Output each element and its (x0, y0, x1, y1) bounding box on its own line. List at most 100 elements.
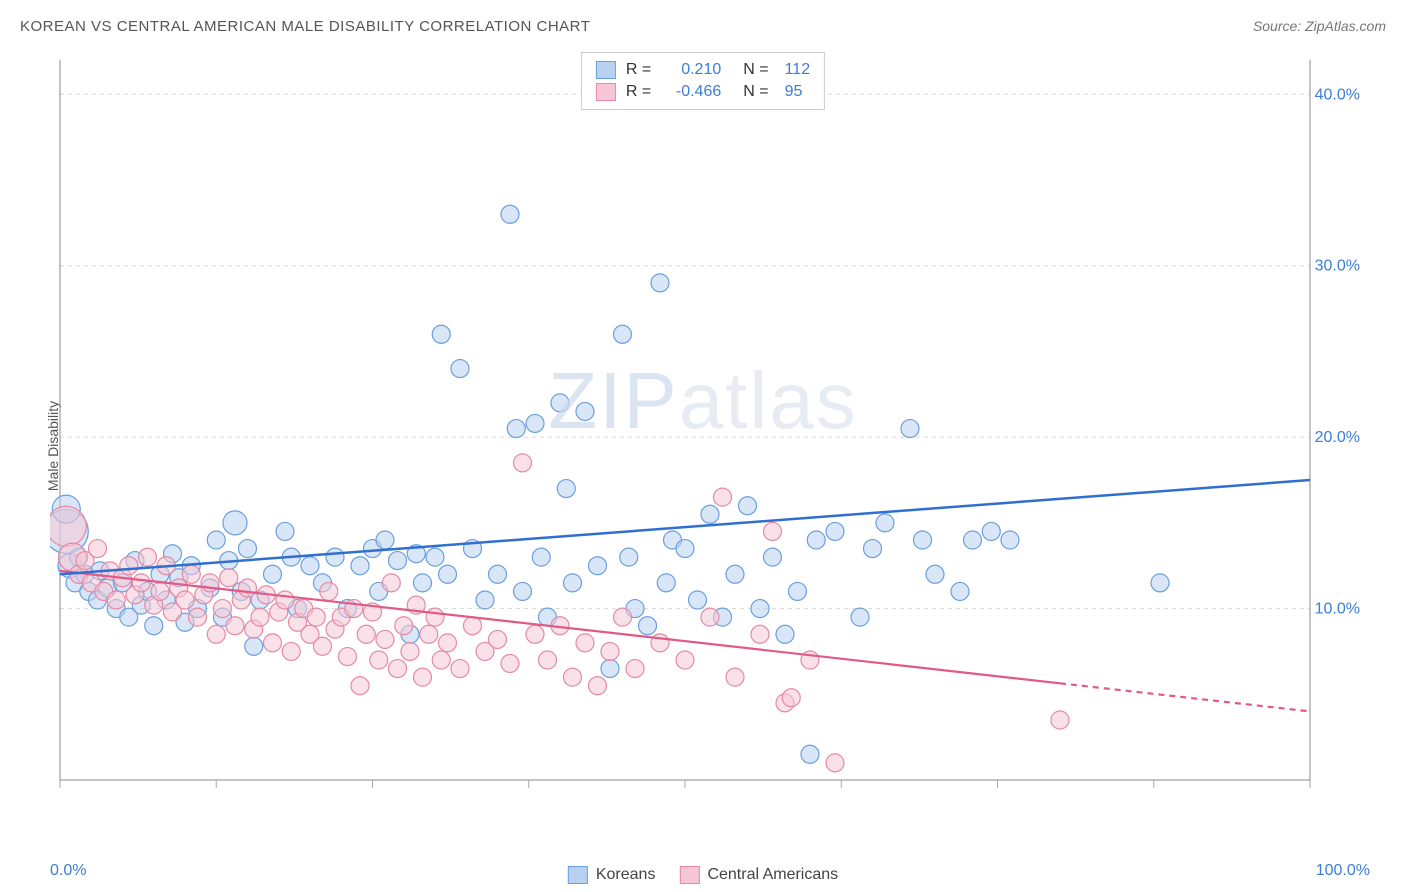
data-point (426, 548, 444, 566)
data-point (776, 625, 794, 643)
data-point (589, 557, 607, 575)
legend-item: Koreans (568, 866, 656, 884)
data-point (614, 608, 632, 626)
data-point (789, 582, 807, 600)
data-point (951, 582, 969, 600)
data-point (476, 591, 494, 609)
data-point (220, 569, 238, 587)
data-point (576, 634, 594, 652)
data-point (764, 548, 782, 566)
data-point (414, 574, 432, 592)
bottom-legend: Koreans Central Americans (568, 866, 838, 884)
data-point (507, 420, 525, 438)
data-point (276, 522, 294, 540)
data-point (226, 617, 244, 635)
data-point (376, 630, 394, 648)
data-point (764, 522, 782, 540)
stats-row: R =-0.466N =95 (596, 81, 810, 103)
data-point (751, 600, 769, 618)
data-point (264, 565, 282, 583)
data-point (514, 454, 532, 472)
data-point (426, 608, 444, 626)
data-point (901, 420, 919, 438)
data-point (182, 565, 200, 583)
data-point (864, 540, 882, 558)
data-point (626, 660, 644, 678)
data-point (282, 642, 300, 660)
data-point (207, 625, 225, 643)
data-point (389, 552, 407, 570)
data-point (264, 634, 282, 652)
y-tick-label: 30.0% (1315, 258, 1360, 275)
data-point (676, 651, 694, 669)
data-point (357, 625, 375, 643)
trend-line (60, 480, 1310, 574)
data-point (826, 522, 844, 540)
data-point (464, 617, 482, 635)
data-point (564, 574, 582, 592)
data-point (207, 531, 225, 549)
data-point (439, 634, 457, 652)
data-point (376, 531, 394, 549)
data-point (370, 651, 388, 669)
data-point (876, 514, 894, 532)
data-point (120, 557, 138, 575)
data-point (239, 540, 257, 558)
stats-legend: R =0.210N =112R =-0.466N =95 (581, 52, 825, 110)
legend-item: Central Americans (679, 866, 838, 884)
data-point (657, 574, 675, 592)
data-point (1001, 531, 1019, 549)
data-point (151, 582, 169, 600)
data-point (551, 394, 569, 412)
data-point (307, 608, 325, 626)
chart-title: KOREAN VS CENTRAL AMERICAN MALE DISABILI… (20, 18, 590, 35)
n-value: 95 (785, 83, 803, 101)
x-axis-max-label: 100.0% (1316, 862, 1370, 880)
data-point (807, 531, 825, 549)
data-point (314, 637, 332, 655)
data-point (132, 574, 150, 592)
data-point (451, 360, 469, 378)
data-point (601, 660, 619, 678)
n-label: N = (743, 83, 768, 101)
data-point (50, 506, 86, 546)
data-point (620, 548, 638, 566)
data-point (351, 677, 369, 695)
r-label: R = (626, 83, 651, 101)
data-point (145, 617, 163, 635)
data-point (401, 642, 419, 660)
r-value: 0.210 (661, 61, 721, 79)
data-point (739, 497, 757, 515)
source-attribution: Source: ZipAtlas.com (1253, 18, 1386, 34)
x-axis-min-label: 0.0% (50, 862, 86, 880)
data-point (501, 205, 519, 223)
legend-swatch (596, 83, 616, 101)
data-point (239, 579, 257, 597)
data-point (726, 565, 744, 583)
data-point (826, 754, 844, 772)
data-point (245, 637, 263, 655)
y-tick-label: 40.0% (1315, 86, 1360, 103)
data-point (851, 608, 869, 626)
data-point (782, 689, 800, 707)
legend-label: Central Americans (707, 866, 838, 884)
data-point (351, 557, 369, 575)
r-label: R = (626, 61, 651, 79)
data-point (539, 651, 557, 669)
data-point (651, 274, 669, 292)
data-point (926, 565, 944, 583)
data-point (701, 505, 719, 523)
data-point (395, 617, 413, 635)
data-point (1051, 711, 1069, 729)
data-point (139, 548, 157, 566)
data-point (564, 668, 582, 686)
data-point (326, 548, 344, 566)
data-point (576, 402, 594, 420)
trend-line-dashed (1060, 683, 1310, 711)
data-point (676, 540, 694, 558)
data-point (526, 625, 544, 643)
data-point (89, 540, 107, 558)
data-point (251, 608, 269, 626)
data-point (176, 591, 194, 609)
data-point (639, 617, 657, 635)
